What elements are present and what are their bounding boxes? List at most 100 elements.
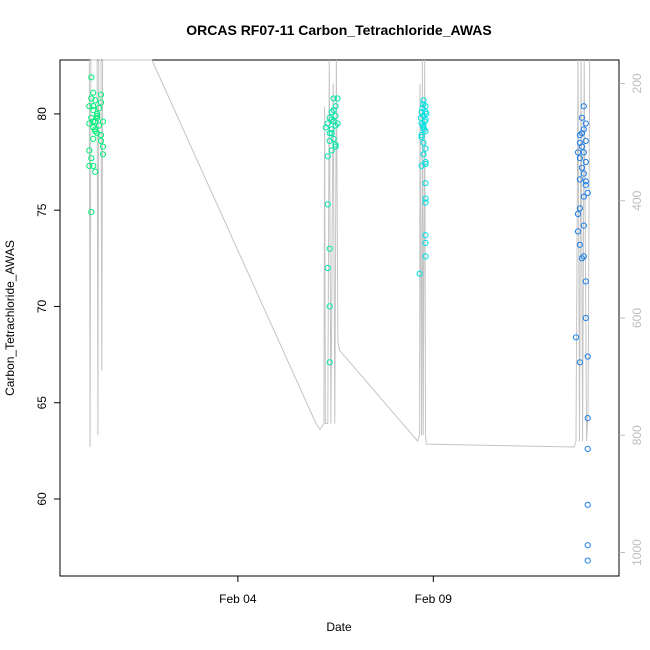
data-point-s1-15 — [326, 245, 333, 252]
data-point-s3-4 — [576, 132, 584, 139]
data-point-s0-21 — [97, 132, 105, 139]
data-point-s3-21 — [576, 359, 584, 366]
data-point-s3-9 — [582, 158, 589, 166]
data-point-s2-28 — [420, 101, 427, 108]
data-point-s3-31 — [578, 255, 586, 262]
y-axis-left: 60 65 70 75 80 — [35, 107, 60, 506]
data-point-s2-24 — [420, 122, 427, 129]
reference-line — [88, 59, 591, 448]
data-point-s2-21 — [421, 118, 428, 125]
data-point-s3-5 — [582, 137, 589, 144]
reference-line-layer — [88, 59, 591, 448]
data-point-s1-10 — [332, 141, 339, 148]
data-point-s0-1 — [90, 89, 97, 96]
data-point-s2-7 — [422, 128, 429, 135]
data-point-s1-25 — [326, 137, 333, 144]
data-point-s3-24 — [584, 445, 591, 452]
data-point-s2-25 — [420, 126, 427, 133]
data-point-s2-0 — [420, 97, 427, 104]
data-point-s0-33 — [86, 162, 93, 169]
data-point-s1-21 — [332, 112, 339, 119]
data-point-s0-24 — [96, 105, 103, 112]
data-point-s3-34 — [578, 130, 586, 137]
data-point-s0-23 — [99, 143, 107, 150]
data-point-s2-27 — [418, 132, 425, 139]
data-point-s1-3 — [326, 114, 333, 121]
data-point-s2-16 — [422, 232, 429, 239]
data-point-s3-16 — [574, 228, 582, 235]
data-point-s2-30 — [422, 160, 429, 168]
data-point-s2-19 — [416, 270, 423, 277]
data-point-s1-2 — [328, 108, 335, 116]
data-point-s1-12 — [324, 153, 331, 160]
data-point-s0-11 — [86, 147, 93, 154]
data-point-s3-14 — [576, 205, 584, 212]
data-point-s0-28 — [86, 120, 93, 127]
data-point-s3-17 — [580, 253, 587, 260]
data-point-s1-18 — [326, 359, 333, 366]
data-point-s0-22 — [97, 137, 105, 144]
data-point-s3-32 — [582, 178, 589, 185]
data-point-s0-3 — [86, 103, 93, 110]
data-point-s3-7 — [580, 149, 587, 156]
x-axis: Feb 04 Feb 09 — [219, 576, 452, 606]
right-tick-label-1000: 1000 — [630, 539, 644, 566]
data-point-s3-29 — [574, 210, 582, 218]
data-point-s0-16 — [94, 112, 101, 119]
data-point-s2-17 — [422, 239, 429, 246]
data-point-s3-33 — [584, 189, 591, 196]
right-tick-label-600: 600 — [630, 308, 644, 328]
data-point-s2-14 — [422, 180, 429, 187]
chart-title: ORCAS RF07-11 Carbon_Tetrachloride_AWAS — [186, 22, 491, 38]
data-point-s3-13 — [582, 182, 589, 189]
y-tick-label-75: 75 — [35, 203, 49, 217]
data-point-s0-19 — [97, 99, 105, 106]
data-point-s0-25 — [94, 114, 101, 121]
data-point-s3-12 — [576, 176, 584, 183]
data-point-s3-1 — [578, 114, 586, 121]
x-tick-label-0: Feb 04 — [219, 592, 257, 606]
data-point-s0-27 — [88, 95, 95, 102]
data-point-s3-19 — [582, 314, 589, 322]
data-point-s0-0 — [88, 74, 95, 81]
data-point-s2-20 — [419, 105, 426, 112]
data-point-s1-22 — [330, 107, 337, 114]
data-point-s0-15 — [88, 209, 95, 216]
data-point-s3-30 — [580, 193, 587, 200]
y-tick-label-70: 70 — [35, 299, 49, 313]
data-point-s0-13 — [90, 162, 97, 169]
data-point-s2-11 — [420, 151, 427, 158]
data-point-s3-11 — [580, 170, 587, 177]
data-point-s1-14 — [324, 201, 331, 208]
points-layer — [86, 74, 591, 564]
data-point-s2-23 — [417, 114, 424, 121]
right-tick-label-800: 800 — [630, 425, 644, 445]
data-point-s1-26 — [332, 143, 339, 150]
right-tick-label-400: 400 — [630, 190, 644, 210]
data-point-s0-30 — [90, 103, 97, 110]
data-point-s1-24 — [328, 130, 335, 137]
data-point-s1-16 — [324, 264, 331, 271]
data-point-s3-18 — [582, 278, 589, 285]
data-point-s3-20 — [572, 334, 580, 341]
data-point-s1-23 — [334, 120, 341, 127]
data-point-s2-9 — [420, 139, 427, 146]
data-point-s1-17 — [326, 303, 333, 310]
right-tick-label-200: 200 — [630, 73, 644, 93]
data-point-s1-0 — [330, 95, 337, 102]
data-point-s3-35 — [576, 139, 584, 146]
data-point-s2-15 — [422, 199, 429, 206]
data-point-s2-18 — [422, 253, 429, 260]
data-point-s2-8 — [418, 133, 425, 141]
data-point-s1-19 — [328, 116, 335, 123]
y-tick-label-60: 60 — [35, 492, 49, 506]
data-point-s0-18 — [97, 91, 105, 98]
data-point-s3-10 — [578, 164, 586, 171]
data-point-s3-26 — [584, 542, 591, 549]
data-point-s0-12 — [88, 155, 95, 162]
data-point-s1-13 — [322, 124, 329, 131]
data-point-s2-12 — [422, 158, 429, 166]
data-point-s1-8 — [326, 130, 333, 137]
data-point-s2-10 — [422, 145, 429, 152]
